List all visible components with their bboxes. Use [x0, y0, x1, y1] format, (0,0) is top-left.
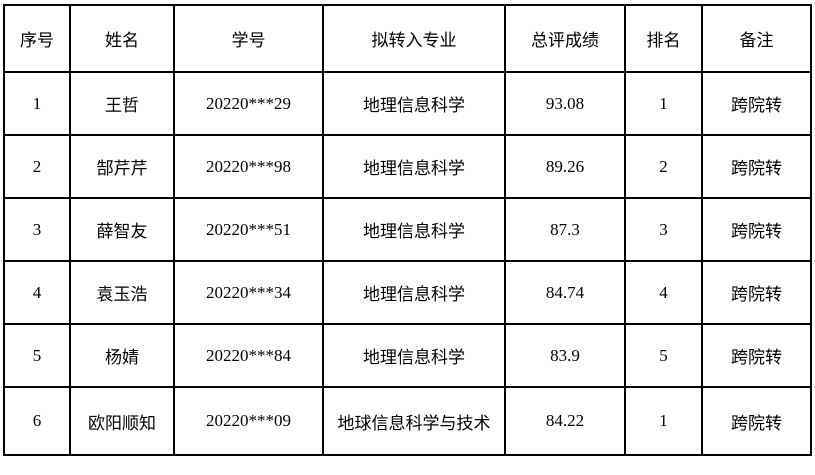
- table-row: 4 袁玉浩 20220***34 地理信息科学 84.74 4 跨院转: [3, 260, 812, 325]
- header-cell-student_id: 学号: [173, 4, 324, 73]
- header-cell-rank: 排名: [624, 4, 703, 73]
- table-cell-index: 5: [3, 323, 71, 388]
- table-cell-rank: 4: [624, 260, 703, 325]
- table-cell-name: 袁玉浩: [69, 260, 175, 325]
- table-cell-rank: 1: [624, 386, 703, 456]
- table-cell-remark: 跨院转: [701, 323, 812, 388]
- table-cell-total_score: 89.26: [504, 134, 626, 199]
- table-cell-total_score: 83.9: [504, 323, 626, 388]
- table-body: 1 王哲 20220***29 地理信息科学 93.08 1 跨院转 2 郜芹芹 20220***…: [3, 71, 812, 456]
- table-cell-target_major: 地理信息科学: [322, 260, 506, 325]
- header-row: 序号 姓名 学号 拟转入专业 总评成绩 排名 备注: [3, 4, 812, 73]
- table-cell-total_score: 84.22: [504, 386, 626, 456]
- table-cell-index: 2: [3, 134, 71, 199]
- table-cell-total_score: 87.3: [504, 197, 626, 262]
- table-cell-target_major: 地球信息科学与技术: [322, 386, 506, 456]
- table-cell-rank: 2: [624, 134, 703, 199]
- table-cell-index: 3: [3, 197, 71, 262]
- table-cell-remark: 跨院转: [701, 134, 812, 199]
- table-cell-index: 4: [3, 260, 71, 325]
- table-cell-name: 杨婧: [69, 323, 175, 388]
- table-cell-total_score: 93.08: [504, 71, 626, 136]
- table-row: 1 王哲 20220***29 地理信息科学 93.08 1 跨院转: [3, 71, 812, 136]
- table-cell-rank: 1: [624, 71, 703, 136]
- transfer-table-container: 序号 姓名 学号 拟转入专业 总评成绩 排名 备注 1 王哲 20220***29 地理信息科学 9…: [3, 4, 812, 456]
- student-transfer-table: 序号 姓名 学号 拟转入专业 总评成绩 排名 备注 1 王哲 20220***29 地理信息科学 9…: [3, 4, 812, 456]
- table-cell-student_id: 20220***84: [173, 323, 324, 388]
- table-cell-index: 1: [3, 71, 71, 136]
- header-cell-target_major: 拟转入专业: [322, 4, 506, 73]
- header-cell-index: 序号: [3, 4, 71, 73]
- table-cell-student_id: 20220***98: [173, 134, 324, 199]
- table-cell-remark: 跨院转: [701, 386, 812, 456]
- table-cell-student_id: 20220***29: [173, 71, 324, 136]
- table-cell-target_major: 地理信息科学: [322, 134, 506, 199]
- table-cell-rank: 3: [624, 197, 703, 262]
- table-cell-student_id: 20220***09: [173, 386, 324, 456]
- table-cell-target_major: 地理信息科学: [322, 71, 506, 136]
- table-cell-remark: 跨院转: [701, 260, 812, 325]
- table-cell-remark: 跨院转: [701, 197, 812, 262]
- table-cell-total_score: 84.74: [504, 260, 626, 325]
- table-cell-name: 欧阳顺知: [69, 386, 175, 456]
- table-cell-remark: 跨院转: [701, 71, 812, 136]
- table-row: 6 欧阳顺知 20220***09 地球信息科学与技术 84.22 1 跨院转: [3, 386, 812, 456]
- header-cell-total_score: 总评成绩: [504, 4, 626, 73]
- table-row: 2 郜芹芹 20220***98 地理信息科学 89.26 2 跨院转: [3, 134, 812, 199]
- table-row: 3 薛智友 20220***51 地理信息科学 87.3 3 跨院转: [3, 197, 812, 262]
- table-cell-target_major: 地理信息科学: [322, 323, 506, 388]
- table-cell-student_id: 20220***51: [173, 197, 324, 262]
- table-cell-name: 王哲: [69, 71, 175, 136]
- header-cell-name: 姓名: [69, 4, 175, 73]
- table-cell-name: 郜芹芹: [69, 134, 175, 199]
- table-cell-name: 薛智友: [69, 197, 175, 262]
- table-cell-target_major: 地理信息科学: [322, 197, 506, 262]
- table-header: 序号 姓名 学号 拟转入专业 总评成绩 排名 备注: [3, 4, 812, 73]
- table-cell-rank: 5: [624, 323, 703, 388]
- table-cell-student_id: 20220***34: [173, 260, 324, 325]
- table-cell-index: 6: [3, 386, 71, 456]
- header-cell-remark: 备注: [701, 4, 812, 73]
- table-row: 5 杨婧 20220***84 地理信息科学 83.9 5 跨院转: [3, 323, 812, 388]
